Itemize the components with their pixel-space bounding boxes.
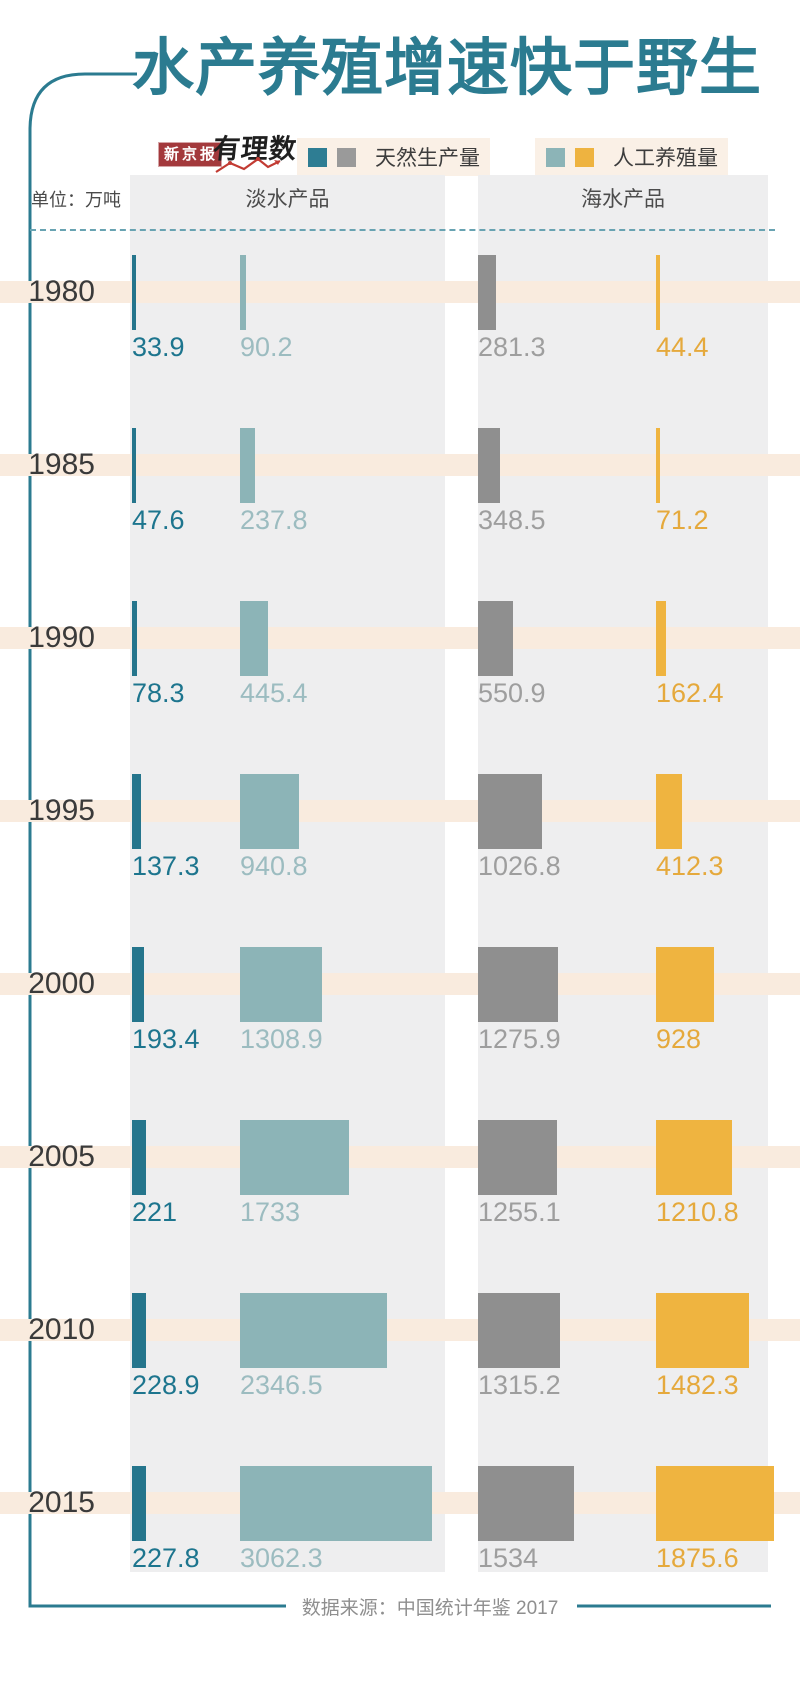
bar-seawater-farmed [656,428,660,503]
column-header-seawater: 海水产品 [581,188,665,211]
legend-natural-production: 天然生产量 [297,138,490,176]
bar-seawater-natural [478,774,542,849]
year-label: 2010 [28,1313,95,1346]
bar-seawater-natural [478,1466,574,1541]
year-label: 1995 [28,794,95,827]
bar-value: 44.4 [656,332,709,362]
legend-swatch-yellow [575,147,594,167]
legend-swatch-gray [337,147,356,167]
bar-value: 1255.1 [478,1197,561,1227]
bar-freshwater-farmed [240,1466,432,1541]
year-label: 1985 [28,448,95,481]
legend-swatch-teal [308,147,327,167]
bar-value: 227.8 [132,1543,200,1573]
logo-zigzag-underline-icon [215,157,281,173]
bar-value: 237.8 [240,505,308,535]
year-label: 2015 [28,1486,95,1519]
year-label: 2005 [28,1140,95,1173]
bar-value: 1875.6 [656,1543,739,1573]
bar-seawater-natural [478,255,496,330]
bar-seawater-farmed [656,1120,732,1195]
header-dashed-separator [30,229,775,231]
bar-freshwater-farmed [240,947,322,1022]
bar-value: 281.3 [478,332,546,362]
bar-seawater-natural [478,428,500,503]
page-title: 水产养殖增速快于野生 [132,34,763,103]
bar-value: 3062.3 [240,1543,323,1573]
bar-value: 90.2 [240,332,293,362]
bar-freshwater-farmed [240,601,268,676]
bar-value: 193.4 [132,1024,200,1054]
bar-freshwater-natural [132,1293,146,1368]
legend-label-natural: 天然生产量 [375,147,480,170]
year-label: 1990 [28,621,95,654]
bar-seawater-farmed [656,1293,749,1368]
bar-seawater-farmed [656,774,682,849]
bar-value: 550.9 [478,678,546,708]
bar-value: 445.4 [240,678,308,708]
row-highlight-band [0,1146,800,1168]
row-highlight-band [0,1319,800,1341]
bar-seawater-natural [478,1120,557,1195]
bar-seawater-farmed [656,255,660,330]
bar-value: 1275.9 [478,1024,561,1054]
legend-farmed-production: 人工养殖量 [535,138,728,176]
bar-value: 78.3 [132,678,185,708]
row-highlight-band [0,281,800,303]
bar-value: 1733 [240,1197,301,1227]
bar-freshwater-farmed [240,428,255,503]
year-label: 1980 [28,275,95,308]
bar-value: 221 [132,1197,178,1227]
bar-value: 1026.8 [478,851,561,881]
bar-freshwater-natural [132,1466,146,1541]
year-label: 2000 [28,967,95,1000]
frame-line [28,72,286,1608]
bar-value: 2346.5 [240,1370,323,1400]
row-highlight-band [0,627,800,649]
data-source-note: 数据来源：中国统计年鉴 2017 [301,1598,559,1619]
bar-value: 1210.8 [656,1197,739,1227]
bar-seawater-natural [478,601,513,676]
bar-seawater-natural [478,1293,560,1368]
bar-freshwater-farmed [240,1293,387,1368]
bar-seawater-farmed [656,947,714,1022]
bar-freshwater-natural [132,1120,146,1195]
column-header-freshwater: 淡水产品 [245,188,330,211]
bar-value: 1534 [478,1543,539,1573]
bar-value: 228.9 [132,1370,200,1400]
bar-freshwater-natural [132,774,141,849]
bar-value: 412.3 [656,851,724,881]
bar-seawater-natural [478,947,558,1022]
bar-value: 928 [656,1024,702,1054]
bar-seawater-farmed [656,1466,774,1541]
bar-freshwater-natural [132,428,136,503]
row-highlight-band [0,454,800,476]
bar-freshwater-farmed [240,1120,349,1195]
bar-seawater-farmed [656,601,666,676]
bar-freshwater-natural [132,601,137,676]
bar-freshwater-farmed [240,774,299,849]
bar-value: 1482.3 [656,1370,739,1400]
xinjingbao-logo: 新京报 [158,142,223,167]
bar-freshwater-farmed [240,255,246,330]
bar-freshwater-natural [132,947,144,1022]
row-highlight-band [0,800,800,822]
bar-value: 162.4 [656,678,724,708]
bar-value: 137.3 [132,851,200,881]
bar-value: 33.9 [132,332,185,362]
row-highlight-band [0,973,800,995]
legend-swatch-lightteal [546,147,565,167]
bar-value: 1308.9 [240,1024,323,1054]
bar-freshwater-natural [132,255,136,330]
bar-value: 1315.2 [478,1370,561,1400]
legend-label-farmed: 人工养殖量 [613,147,718,170]
bar-value: 47.6 [132,505,185,535]
bar-value: 348.5 [478,505,546,535]
bar-value: 940.8 [240,851,308,881]
bar-value: 71.2 [656,505,709,535]
unit-label: 单位：万吨 [31,190,121,210]
